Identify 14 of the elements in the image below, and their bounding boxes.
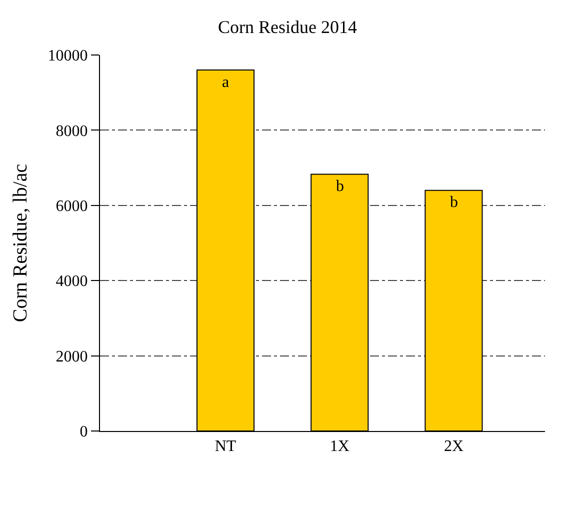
annotation: a [222,74,230,91]
x-tick-label: 1X [330,438,350,456]
y-tick-label: 10000 [48,48,88,65]
y-tick-label: 8000 [56,122,88,140]
y-tick-label: 6000 [56,198,88,215]
y-tick-label: 2000 [56,348,88,366]
y-tick-label: 4000 [56,273,88,290]
x-tick-label: NT [214,438,236,456]
x-tick-label: 2X [444,438,464,456]
y-axis-title: Corn Residue, lb/ac [9,164,32,322]
annotation: b [450,194,458,211]
y-tick-label: 0 [80,424,88,441]
annotation: b [336,178,344,195]
chart-title: Corn Residue 2014 [218,16,357,37]
